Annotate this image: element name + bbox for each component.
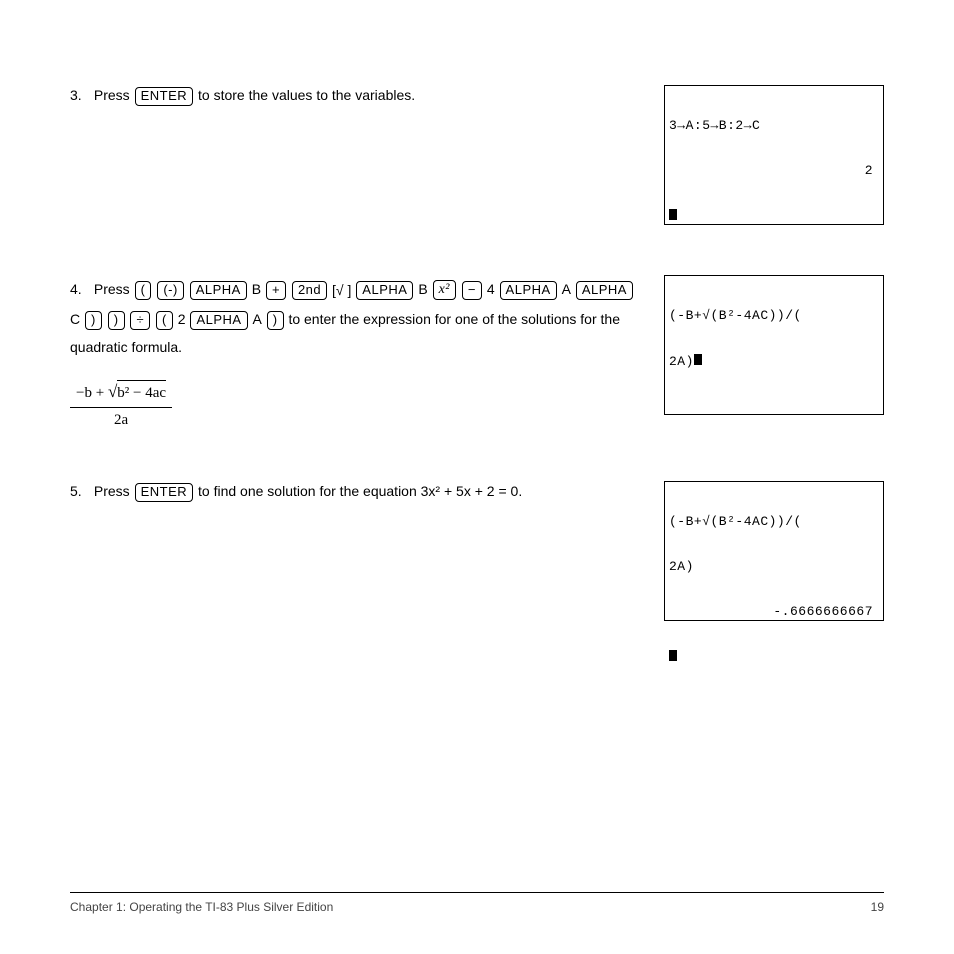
step-4: 4. Press ( (-) ALPHA B + 2nd [√ ] ALPHA … [70,275,884,431]
screen3-line3: -.6666666667 [669,605,879,620]
screen3-line2: 2A) [669,560,879,575]
step-4-text-a: Press [94,281,134,297]
screen3-cursor-line [669,650,879,666]
rparen-key-2: ) [108,311,125,330]
sqrt-icon: √ [108,382,117,401]
step-3-text-b: to store the values to the variables. [198,87,415,103]
plus-key: + [266,281,286,300]
divide-key: ÷ [130,311,150,330]
lparen-key: ( [135,281,152,300]
step-5-text: 5. Press ENTER to find one solution for … [70,481,664,503]
footer: Chapter 1: Operating the TI-83 Plus Silv… [70,900,884,914]
step-3: 3. Press ENTER to store the values to th… [70,85,884,225]
step-3-text-a: Press [94,87,134,103]
calc-screen-2: (-B+√(B²-4AC))/( 2A) [664,275,884,415]
letter-C: C [70,311,80,327]
step-5-number: 5. [70,481,90,502]
cursor-icon-2 [694,354,702,365]
step-4-number: 4. [70,275,90,303]
sqrt-secondary: [√ ] [332,276,351,304]
cursor-icon [669,209,677,220]
alpha-key-4: ALPHA [576,281,633,300]
screen1-cursor-line [669,209,879,225]
step-3-number: 3. [70,85,90,106]
screen2-line2: 2A) [669,354,879,370]
footer-rule [70,892,884,893]
enter-key: ENTER [135,87,194,106]
letter-B-2: B [418,281,427,297]
rparen-key: ) [85,311,102,330]
lparen-key-2: ( [156,311,173,330]
step-4-keys: 4. Press ( (-) ALPHA B + 2nd [√ ] ALPHA … [70,275,634,361]
second-key: 2nd [292,281,327,300]
step-4-text-b: to enter the expression for one of the s… [70,311,620,355]
alpha-key-2: ALPHA [356,281,413,300]
formula-neg-b: −b [76,385,92,401]
screen2-line1: (-B+√(B²-4AC))/( [669,309,879,324]
cursor-icon-3 [669,650,677,661]
footer-page-number: 19 [871,900,884,914]
step-5-text-a: Press [94,483,134,499]
formula-denominator: 2a [70,408,172,432]
enter-key-2: ENTER [135,483,194,502]
digit-4: 4 [487,281,495,297]
step-4-text: 4. Press ( (-) ALPHA B + 2nd [√ ] ALPHA … [70,275,664,431]
neg-key: (-) [157,281,184,300]
letter-A-2: A [252,311,261,327]
calc-screen-1: 3→A:5→B:2→C 2 [664,85,884,225]
manual-page: 3. Press ENTER to store the values to th… [0,0,954,721]
letter-B: B [252,281,261,297]
alpha-key-5: ALPHA [190,311,247,330]
alpha-key: ALPHA [190,281,247,300]
step-5-equation: 3x² + 5x + 2 = 0. [421,483,523,499]
minus-key: − [462,281,482,300]
quadratic-formula: −b + √b² − 4ac 2a [70,379,634,431]
step-3-text: 3. Press ENTER to store the values to th… [70,85,664,107]
formula-radicand: b² − 4ac [117,380,166,405]
footer-chapter: Chapter 1: Operating the TI-83 Plus Silv… [70,900,333,914]
x-squared-key: x² [433,280,456,300]
calc-screen-3: (-B+√(B²-4AC))/( 2A) -.6666666667 [664,481,884,621]
screen1-line2: 2 [669,164,879,179]
digit-2: 2 [178,311,186,327]
formula-sign: + [96,385,104,401]
screen3-line1: (-B+√(B²-4AC))/( [669,515,879,530]
rparen-key-3: ) [267,311,284,330]
letter-A: A [562,281,571,297]
screen1-line1: 3→A:5→B:2→C [669,119,879,134]
screen2-line2-text: 2A) [669,354,694,369]
step-5-text-b: to find one solution for the equation [198,483,417,499]
step-5: 5. Press ENTER to find one solution for … [70,481,884,621]
alpha-key-3: ALPHA [500,281,557,300]
